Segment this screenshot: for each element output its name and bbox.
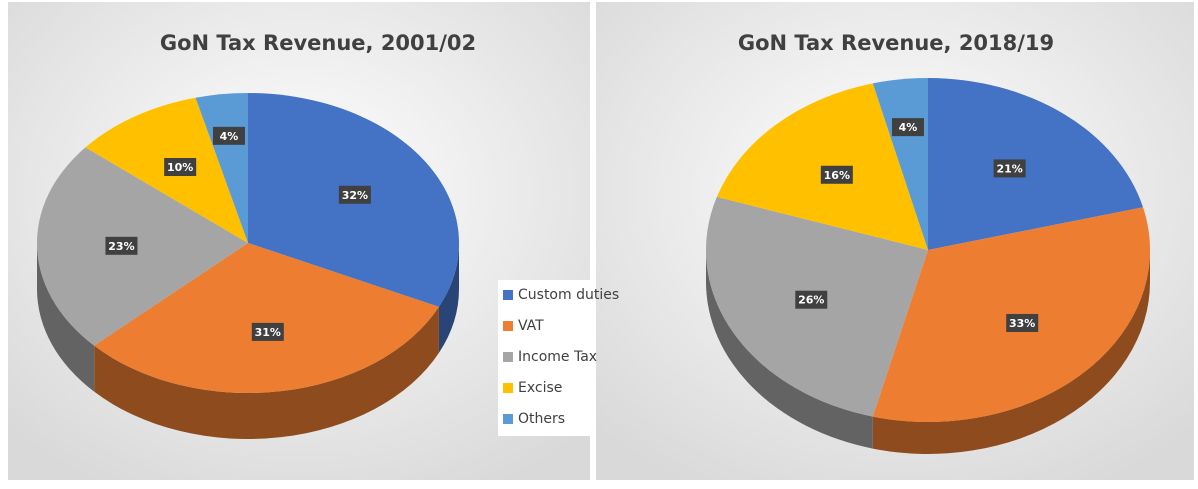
data-label: 23% (108, 240, 134, 253)
slice-side (94, 306, 439, 440)
data-label: 4% (220, 130, 239, 143)
slice-side (438, 243, 459, 353)
data-label: 10% (167, 161, 193, 174)
chart-title: GoN Tax Revenue, 2001/02 (160, 31, 476, 55)
slice-side (37, 243, 95, 392)
legend-swatch (503, 290, 513, 300)
legend-swatch (503, 383, 513, 393)
data-label: 16% (824, 169, 850, 182)
label-box (338, 185, 371, 204)
legend-label: VAT (518, 318, 544, 334)
label-box (164, 158, 197, 177)
label-box (795, 290, 828, 309)
slice-side (706, 250, 873, 449)
legend-swatch (503, 352, 513, 362)
legend-label: Custom duties (518, 287, 619, 303)
label-box (891, 118, 924, 137)
label-box (820, 165, 853, 184)
label-box (251, 322, 284, 341)
legend-swatch (503, 321, 513, 331)
label-box (993, 159, 1026, 178)
chart-title: GoN Tax Revenue, 2018/19 (738, 31, 1054, 55)
slice: Income Tax (37, 147, 248, 346)
data-label: 26% (798, 294, 824, 307)
data-label: 21% (996, 162, 1022, 175)
slice-side (872, 250, 1150, 454)
data-label: 4% (899, 121, 918, 134)
legend-label: Income Tax (518, 349, 597, 365)
legend-label: Others (518, 411, 565, 427)
label-box (212, 126, 245, 145)
data-label: 31% (255, 326, 281, 339)
legend-label: Excise (518, 380, 562, 396)
label-box (105, 236, 138, 255)
data-label: 32% (342, 189, 368, 202)
slice: Custom duties (928, 78, 1144, 250)
label-box (1006, 313, 1039, 332)
data-label: 33% (1009, 317, 1035, 330)
legend-box (498, 280, 590, 436)
legend-swatch (503, 414, 513, 424)
slice: VAT (94, 243, 439, 394)
